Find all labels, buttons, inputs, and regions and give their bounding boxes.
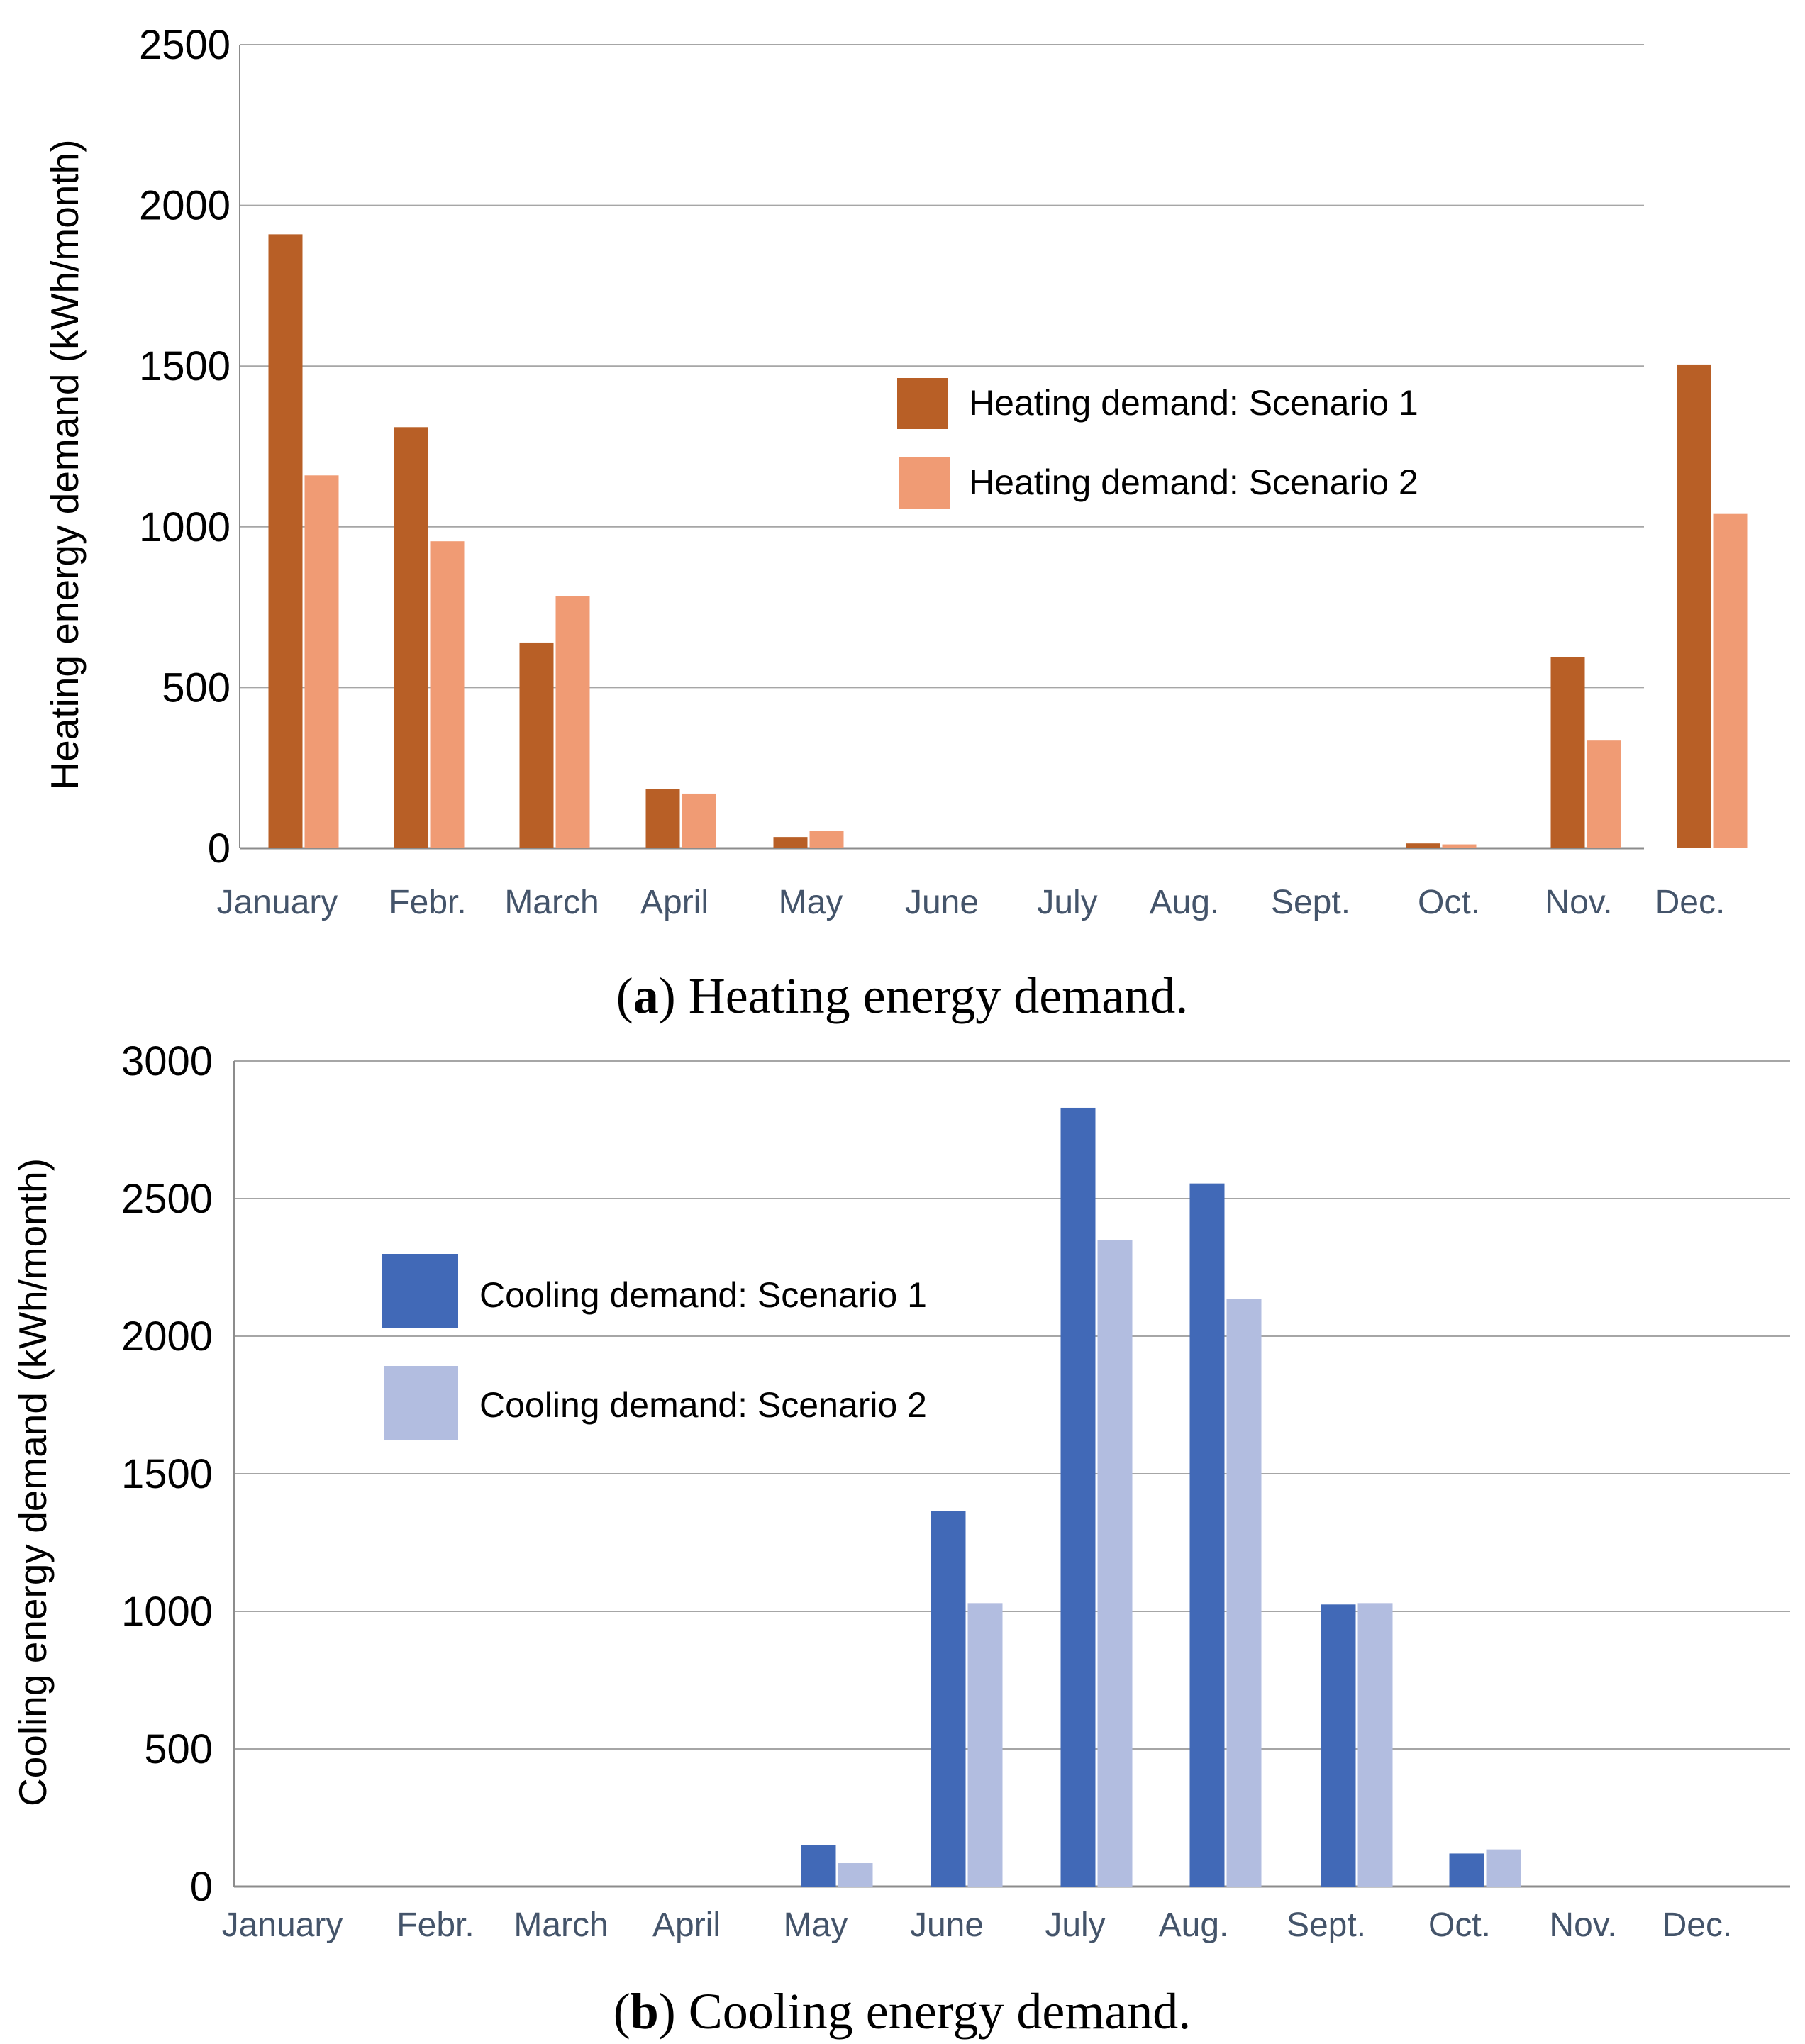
heating-x-tick-label: January — [217, 884, 338, 921]
cooling-x-tick-label: Nov. — [1549, 1906, 1616, 1944]
heating-y-axis-label: Heating energy demand (kWh/month) — [43, 139, 87, 789]
heating-bar-scenario-1 — [645, 789, 680, 848]
heating-y-tick-label: 2500 — [139, 22, 231, 68]
heating-x-tick-label: Aug. — [1150, 884, 1220, 921]
heating-legend-label-scenario-2: Heating demand: Scenario 2 — [969, 462, 1418, 502]
cooling-x-tick-label: March — [513, 1906, 608, 1944]
heating-y-ticks: 0 500 1000 1500 2000 2500 — [139, 22, 231, 872]
cooling-caption-text: Cooling energy demand. — [676, 1983, 1192, 2040]
heating-y-tick-label: 1000 — [139, 504, 231, 550]
cooling-bar-scenario-2 — [1357, 1603, 1393, 1887]
cooling-caption: (b) Cooling energy demand. — [613, 1983, 1192, 2040]
heating-x-tick-label: Sept. — [1271, 884, 1350, 921]
cooling-caption-tag: b — [631, 1983, 659, 2040]
heating-bar-scenario-2 — [682, 793, 716, 848]
cooling-bar-scenario-2 — [1226, 1299, 1262, 1887]
heating-y-tick-label: 1500 — [139, 343, 231, 389]
heating-caption-text: Heating energy demand. — [676, 967, 1188, 1024]
heating-x-tick-label: Dec. — [1655, 884, 1726, 921]
heating-x-tick-label: Oct. — [1418, 884, 1480, 921]
cooling-chart: 0 500 1000 1500 2000 2500 3000 January Febr. Mar… — [11, 1038, 1790, 2040]
heating-bar-scenario-1 — [773, 837, 808, 848]
heating-bar-scenario-2 — [555, 596, 590, 848]
cooling-x-tick-label: January — [222, 1906, 343, 1944]
heating-bar-scenario-1 — [519, 642, 554, 848]
cooling-bar-scenario-2 — [838, 1863, 873, 1887]
heating-caption: (a) Heating energy demand. — [616, 967, 1188, 1024]
heating-legend-swatch-scenario-2 — [899, 457, 950, 509]
cooling-x-tick-label: July — [1045, 1906, 1105, 1944]
heating-y-tick-label: 2000 — [139, 183, 231, 229]
cooling-bar-scenario-2 — [1097, 1240, 1133, 1887]
heating-x-tick-label: Febr. — [389, 884, 466, 921]
cooling-x-ticks: January Febr. March April May June July Aug. Sep… — [222, 1906, 1733, 1944]
heating-bar-scenario-2 — [1587, 740, 1621, 848]
heating-y-tick-label: 500 — [162, 665, 231, 711]
heating-chart: 0 500 1000 1500 2000 2500 January Febr. March Ap… — [43, 22, 1748, 1024]
cooling-y-tick-label: 2000 — [121, 1313, 213, 1360]
heating-bar-scenario-1 — [268, 234, 303, 848]
cooling-legend-swatch-scenario-1 — [382, 1254, 458, 1328]
cooling-bar-scenario-1 — [931, 1511, 966, 1887]
cooling-bar-scenario-1 — [801, 1845, 836, 1887]
heating-legend: Heating demand: Scenario 1 Heating deman… — [897, 378, 1418, 509]
cooling-bar-scenario-2 — [967, 1603, 1003, 1887]
cooling-y-tick-label: 1000 — [121, 1589, 213, 1635]
heating-bar-scenario-1 — [1406, 843, 1440, 848]
heating-x-tick-label: April — [640, 884, 709, 921]
heating-x-tick-label: Nov. — [1545, 884, 1612, 921]
cooling-bar-scenario-1 — [1189, 1183, 1225, 1887]
heating-bar-scenario-1 — [1550, 657, 1585, 848]
heating-caption-tag: a — [633, 967, 659, 1024]
heating-bar-scenario-2 — [1713, 513, 1748, 848]
cooling-y-tick-label: 2500 — [121, 1176, 213, 1222]
cooling-y-tick-label: 3000 — [121, 1038, 213, 1084]
heating-x-ticks: January Febr. March April May June July Aug. Sep… — [217, 884, 1726, 921]
heating-x-tick-label: July — [1037, 884, 1097, 921]
cooling-legend: Cooling demand: Scenario 1 Cooling deman… — [382, 1254, 927, 1440]
heating-bar-scenario-2 — [430, 541, 465, 848]
cooling-y-axis-label: Cooling energy demand (kWh/month) — [11, 1158, 55, 1806]
cooling-x-tick-label: Febr. — [396, 1906, 474, 1944]
heating-x-tick-label: March — [504, 884, 599, 921]
heating-bar-scenario-2 — [809, 831, 844, 848]
heating-bar-scenario-1 — [1677, 364, 1711, 848]
cooling-x-tick-label: Oct. — [1428, 1906, 1491, 1944]
cooling-y-tick-label: 500 — [144, 1726, 213, 1772]
heating-y-tick-label: 0 — [208, 826, 231, 872]
cooling-bars — [801, 1107, 1521, 1887]
cooling-x-tick-label: April — [652, 1906, 721, 1944]
cooling-x-tick-label: Sept. — [1287, 1906, 1366, 1944]
heating-bar-scenario-2 — [304, 475, 339, 848]
cooling-bar-scenario-2 — [1486, 1849, 1521, 1887]
heating-x-tick-label: May — [779, 884, 843, 921]
cooling-x-tick-label: June — [910, 1906, 984, 1944]
heating-bar-scenario-1 — [394, 427, 428, 848]
heating-legend-swatch-scenario-1 — [897, 378, 948, 429]
heating-legend-label-scenario-1: Heating demand: Scenario 1 — [969, 383, 1418, 423]
cooling-legend-swatch-scenario-2 — [384, 1366, 458, 1440]
cooling-bar-scenario-1 — [1321, 1604, 1356, 1887]
cooling-bar-scenario-1 — [1449, 1853, 1484, 1887]
cooling-legend-label-scenario-2: Cooling demand: Scenario 2 — [479, 1385, 927, 1425]
cooling-gridlines — [233, 1060, 1790, 1888]
cooling-y-ticks: 0 500 1000 1500 2000 2500 3000 — [121, 1038, 213, 1910]
cooling-y-tick-label: 0 — [190, 1864, 213, 1910]
cooling-y-tick-label: 1500 — [121, 1451, 213, 1497]
heating-bar-scenario-2 — [1442, 844, 1477, 848]
cooling-legend-label-scenario-1: Cooling demand: Scenario 1 — [479, 1275, 927, 1315]
heating-bars — [268, 234, 1748, 848]
cooling-bar-scenario-1 — [1060, 1107, 1096, 1887]
cooling-x-tick-label: May — [784, 1906, 848, 1944]
cooling-x-tick-label: Aug. — [1159, 1906, 1229, 1944]
cooling-x-tick-label: Dec. — [1662, 1906, 1733, 1944]
heating-x-tick-label: June — [905, 884, 979, 921]
